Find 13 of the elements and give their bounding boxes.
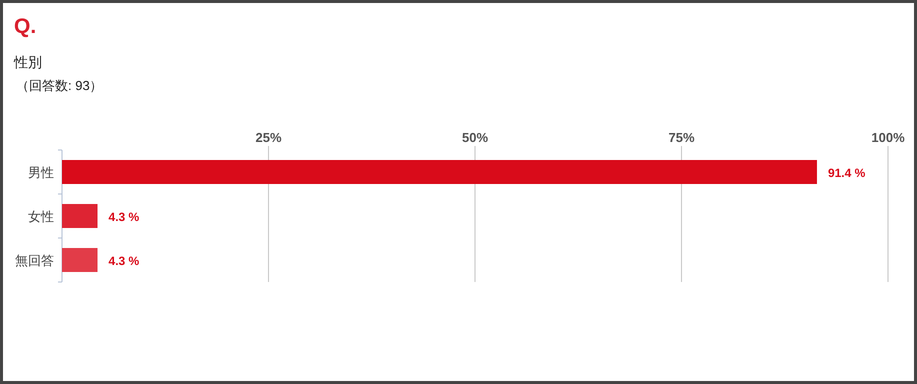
subtitle: 性別: [14, 54, 42, 70]
category: 男性: [28, 165, 54, 180]
category: 女性: [28, 209, 54, 224]
xtick: 50%: [462, 130, 488, 145]
data-label: 91.4 %: [828, 166, 866, 180]
category: 無回答: [15, 253, 54, 268]
annotation: （回答数: 93）: [16, 78, 103, 93]
data-label: 4.3 %: [108, 254, 140, 268]
xtick: 100%: [871, 130, 905, 145]
xtick: 25%: [255, 130, 282, 145]
xtick: 75%: [668, 130, 695, 145]
title: Q.: [14, 15, 36, 38]
data-label: 4.3 %: [108, 210, 140, 224]
